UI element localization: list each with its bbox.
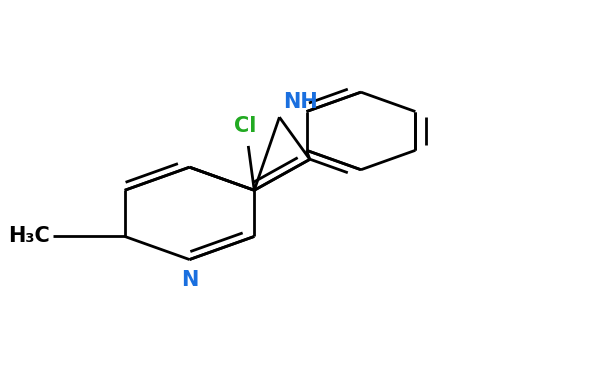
Text: Cl: Cl — [234, 116, 257, 136]
Text: NH: NH — [283, 92, 318, 112]
Text: H₃C: H₃C — [8, 226, 50, 246]
Text: N: N — [181, 270, 198, 290]
